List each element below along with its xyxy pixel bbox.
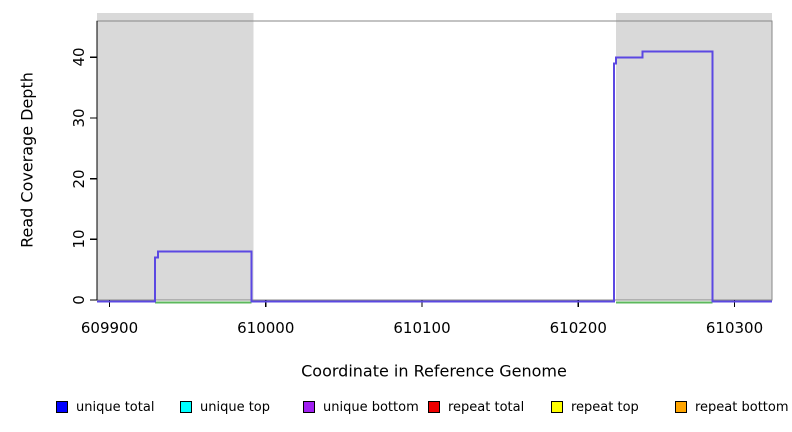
y-tick-label: 20 xyxy=(70,169,88,189)
legend-swatch-icon xyxy=(56,401,68,413)
y-tick-label: 10 xyxy=(70,229,88,249)
y-tick-label: 30 xyxy=(70,108,88,128)
legend-item: repeat total xyxy=(428,396,524,418)
legend-swatch-icon xyxy=(303,401,315,413)
legend-item: unique bottom xyxy=(303,396,419,418)
x-tick-label: 610000 xyxy=(237,319,295,337)
left-gray-region xyxy=(97,13,254,300)
legend-swatch-icon xyxy=(551,401,563,413)
legend-swatch-icon xyxy=(428,401,440,413)
legend-item: repeat top xyxy=(551,396,639,418)
coverage-step-line xyxy=(97,50,772,303)
legend-swatch-icon xyxy=(675,401,687,413)
plot-legend: unique total unique top unique bottom repea… xyxy=(0,396,792,420)
legend-label: unique total xyxy=(76,399,155,415)
legend-swatch-icon xyxy=(180,401,192,413)
legend-label: repeat top xyxy=(571,399,639,415)
legend-label: unique top xyxy=(200,399,271,415)
right-gray-region xyxy=(615,13,772,300)
legend-item: unique top xyxy=(180,396,270,418)
legend-item: repeat bottom xyxy=(675,396,789,418)
legend-item: unique total xyxy=(56,396,154,418)
y-axis-title: Read Coverage Depth xyxy=(17,72,37,248)
x-axis-title: Coordinate in Reference Genome xyxy=(301,361,567,381)
legend-label: repeat total xyxy=(448,399,525,415)
x-tick-label: 610100 xyxy=(393,319,451,337)
legend-label: repeat bottom xyxy=(695,399,789,415)
y-tick-label: 0 xyxy=(70,295,88,305)
y-tick-label: 40 xyxy=(70,47,88,67)
x-tick-label: 609900 xyxy=(80,319,139,337)
x-tick-label: 610300 xyxy=(705,319,764,337)
x-tick-label: 610200 xyxy=(549,319,607,337)
legend-label: unique bottom xyxy=(323,399,419,415)
